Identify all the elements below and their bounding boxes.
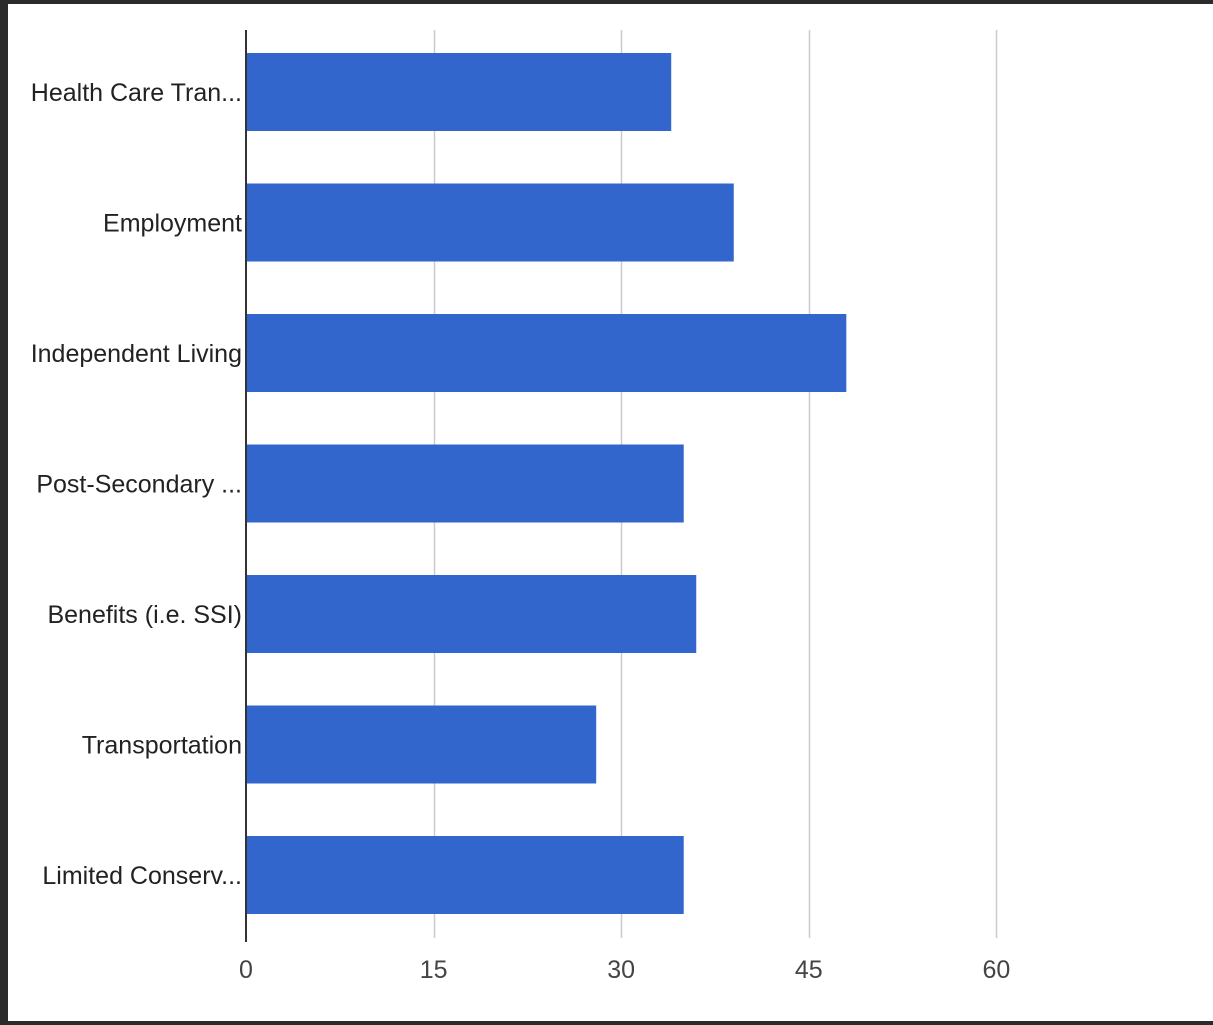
x-tick-label: 15 — [420, 956, 448, 984]
category-label: Independent Living — [31, 340, 242, 368]
x-tick-label: 60 — [982, 956, 1010, 984]
x-tick-label: 0 — [239, 956, 253, 984]
bar-2 — [246, 183, 734, 262]
category-label: Health Care Tran... — [31, 79, 242, 107]
bars — [246, 53, 847, 914]
x-tick-label: 30 — [607, 956, 635, 984]
category-label: Limited Conserv... — [42, 862, 242, 890]
bar-6 — [246, 705, 597, 784]
category-label: Post-Secondary ... — [36, 471, 242, 499]
bar-1 — [246, 53, 672, 131]
category-label: Transportation — [82, 732, 242, 760]
category-labels: Health Care Tran... Employment Independent… — [31, 79, 242, 890]
bar-4 — [246, 444, 684, 523]
bar-3 — [246, 314, 847, 392]
bar-5 — [246, 575, 697, 653]
x-tick-labels: 0 15 30 45 60 — [239, 956, 1010, 984]
bar-7 — [246, 836, 684, 914]
x-tick-label: 45 — [795, 956, 823, 984]
category-label: Benefits (i.e. SSI) — [47, 601, 242, 629]
category-label: Employment — [103, 210, 242, 238]
